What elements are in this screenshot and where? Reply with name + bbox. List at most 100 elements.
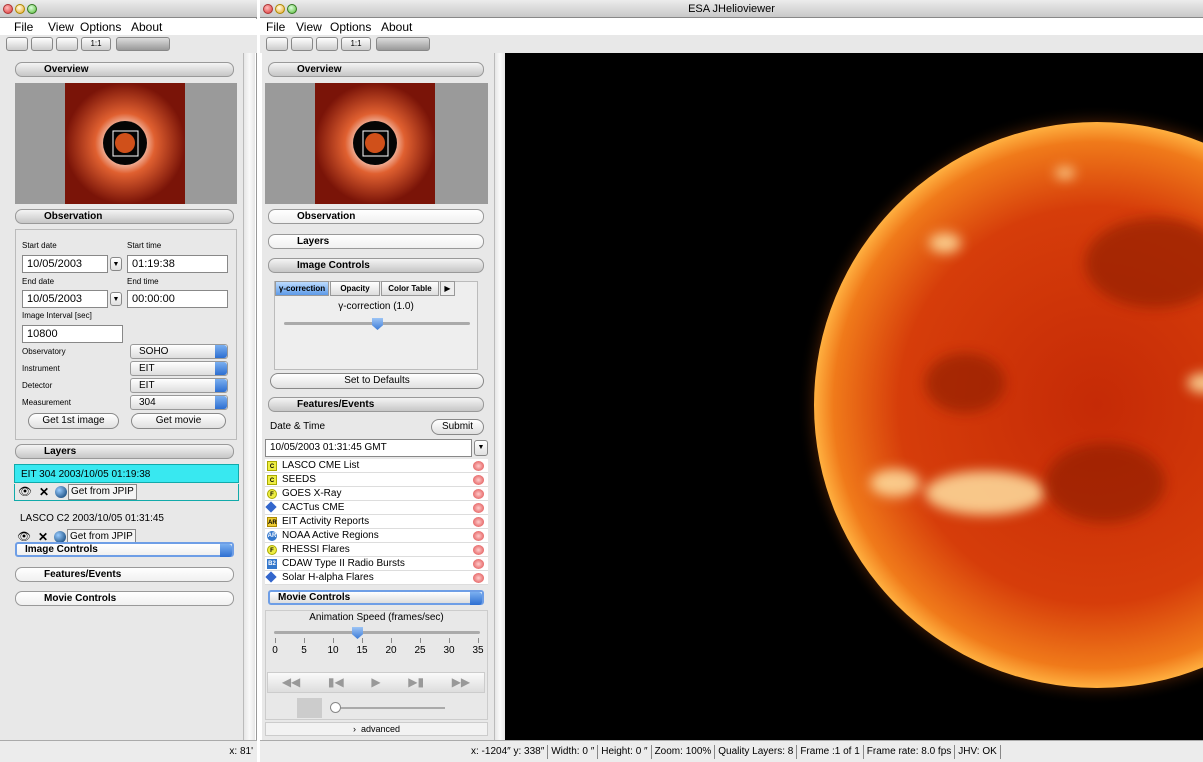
overview-header[interactable]: Overview <box>15 62 234 77</box>
zoom-button[interactable] <box>287 4 297 14</box>
catalog-status[interactable] <box>473 461 484 471</box>
field-select[interactable]: EIT <box>130 361 228 376</box>
menu-item[interactable]: About <box>131 20 163 34</box>
zoom-button[interactable] <box>291 37 313 51</box>
zoom-button[interactable] <box>316 37 338 51</box>
catalog-row[interactable]: Solar H-alpha Flares <box>265 571 488 585</box>
info-icon[interactable] <box>54 531 66 543</box>
tab[interactable]: Color Table <box>381 281 439 296</box>
frame-thumb[interactable] <box>330 702 341 713</box>
zoom-button[interactable] <box>27 4 37 14</box>
image-controls-header[interactable]: Image Controls <box>268 258 484 273</box>
visibility-toggle[interactable]: 👁 <box>17 531 31 543</box>
catalog-row[interactable]: AR NOAA Active Regions <box>265 529 488 543</box>
submit-button[interactable]: Submit <box>431 419 484 435</box>
field-select[interactable]: SOHO <box>130 344 228 359</box>
layers-header[interactable]: Layers <box>268 234 484 249</box>
catalog-status[interactable] <box>473 531 484 541</box>
tick-label: 25 <box>414 645 426 656</box>
menu-item[interactable]: File <box>14 20 34 34</box>
date-picker[interactable]: ▼ <box>110 257 122 271</box>
get-movie-button[interactable]: Get movie <box>131 413 226 429</box>
zoom-button[interactable] <box>31 37 53 51</box>
reset-button[interactable]: Set to Defaults <box>270 373 484 389</box>
layer-name[interactable]: LASCO C2 2003/10/05 01:31:45 <box>20 513 164 524</box>
layers-header[interactable]: Layers <box>15 444 234 459</box>
zoom-1-1-button[interactable]: 1:1 <box>81 37 111 51</box>
tick-label: 10 <box>327 645 339 656</box>
catalog-status[interactable] <box>473 545 484 555</box>
advanced-toggle[interactable]: › advanced <box>265 722 488 736</box>
layer-name[interactable]: EIT 304 2003/10/05 01:19:38 <box>14 464 239 483</box>
slider-thumb[interactable] <box>372 318 383 330</box>
catalog-status[interactable] <box>473 559 484 569</box>
zoom-button[interactable] <box>56 37 78 51</box>
catalog-row[interactable]: F RHESSI Flares <box>265 543 488 557</box>
menu-item[interactable]: View <box>296 20 322 34</box>
jpip-button[interactable]: Get from JPIP <box>68 484 137 500</box>
catalog-status[interactable] <box>473 503 484 513</box>
date-picker[interactable]: ▼ <box>110 292 122 306</box>
end-time-input[interactable]: 00:00:00 <box>127 290 228 308</box>
interval-input[interactable]: 10800 <box>22 325 123 343</box>
observation-header[interactable]: Observation <box>268 209 484 224</box>
zoom-1-1-button[interactable]: 1:1 <box>341 37 371 51</box>
menu-item[interactable]: View <box>48 20 74 34</box>
tick-label: 20 <box>385 645 397 656</box>
get-image-button[interactable]: Get 1st image <box>28 413 119 429</box>
catalog-row[interactable]: F GOES X-Ray <box>265 487 488 501</box>
features-header[interactable]: Features/Events <box>268 397 484 412</box>
remove-layer[interactable]: ✕ <box>38 530 49 544</box>
catalog-row[interactable]: AR EIT Activity Reports <box>265 515 488 529</box>
catalog-status[interactable] <box>473 489 484 499</box>
zoom-button[interactable] <box>266 37 288 51</box>
close-button[interactable] <box>263 4 273 14</box>
field-label: Observatory <box>22 347 66 356</box>
section-header[interactable]: Movie Controls <box>15 591 234 606</box>
date-picker[interactable]: ▼ <box>474 440 488 456</box>
catalog-row[interactable]: C LASCO CME List <box>265 459 488 473</box>
toolbar: 1:1 <box>0 35 257 53</box>
tick-mark <box>478 638 479 643</box>
menu-item[interactable]: About <box>381 20 413 34</box>
scrollbar[interactable] <box>494 53 505 740</box>
catalog-status[interactable] <box>473 475 484 485</box>
info-icon[interactable] <box>55 486 67 498</box>
playback-controls[interactable]: ◀◀ ▮◀ ▶ ▶▮ ▶▶ <box>267 672 485 693</box>
scrollbar[interactable] <box>243 53 255 740</box>
overview-header[interactable]: Overview <box>268 62 484 77</box>
tick-mark <box>362 638 363 643</box>
pan-tool[interactable] <box>116 37 170 51</box>
field-select[interactable]: 304 <box>130 395 228 410</box>
tab[interactable]: γ-correction <box>275 281 329 296</box>
date-input[interactable]: 10/05/2003 01:31:45 GMT <box>265 439 472 457</box>
remove-layer[interactable]: ✕ <box>39 485 50 499</box>
visibility-toggle[interactable]: 👁 <box>18 486 32 498</box>
tab[interactable]: Opacity <box>330 281 380 296</box>
catalog-row[interactable]: B2 CDAW Type II Radio Bursts <box>265 557 488 571</box>
field-select[interactable]: EIT <box>130 378 228 393</box>
tick-mark <box>275 638 276 643</box>
start-date-input[interactable]: 10/05/2003 <box>22 255 108 273</box>
slider-thumb[interactable] <box>352 627 363 639</box>
section-header[interactable]: Features/Events <box>15 566 234 582</box>
catalog-status[interactable] <box>473 517 484 527</box>
pan-tool[interactable] <box>376 37 430 51</box>
catalog-status[interactable] <box>473 573 484 583</box>
menu-item[interactable]: Options <box>330 20 372 34</box>
observation-header[interactable]: Observation <box>15 209 234 224</box>
menu-item[interactable]: File <box>266 20 286 34</box>
start-time-input[interactable]: 01:19:38 <box>127 255 228 273</box>
tab-scroll[interactable]: ▶ <box>440 281 455 296</box>
menu-item[interactable]: Options <box>80 20 122 34</box>
minimize-button[interactable] <box>15 4 25 14</box>
catalog-row[interactable]: C SEEDS <box>265 473 488 487</box>
close-button[interactable] <box>3 4 13 14</box>
catalog-row[interactable]: CACTus CME <box>265 501 488 515</box>
movie-header[interactable]: Movie Controls <box>268 590 484 605</box>
zoom-button[interactable] <box>6 37 28 51</box>
end-date-input[interactable]: 10/05/2003 <box>22 290 108 308</box>
minimize-button[interactable] <box>275 4 285 14</box>
section-header[interactable]: Image Controls <box>15 542 234 557</box>
